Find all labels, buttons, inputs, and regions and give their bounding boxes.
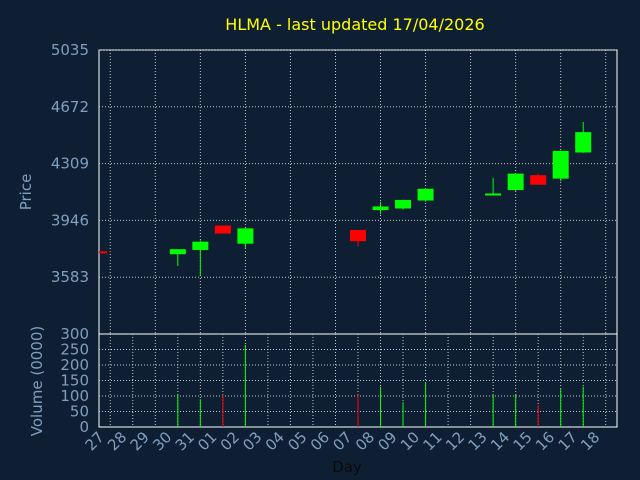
candle-09 [395,199,412,210]
candle-15 [530,173,547,185]
candle-body [395,199,412,209]
candle-body [485,193,502,196]
candles [99,121,592,277]
price-y-tick-label: 4309 [51,155,89,173]
candle-body [372,206,389,211]
volume-y-tick-label: 50 [70,403,89,421]
candle-08 [372,201,389,215]
price-axis-title: Price [17,174,35,211]
volume-y-tick-label: 200 [60,356,89,374]
price-y-tick-label: 4672 [51,98,89,116]
price-panel: 5035 4672 4309 3946 3583 Price [17,41,618,335]
candle-10 [417,188,434,202]
candle-body [575,132,592,153]
candle-30 [169,249,186,266]
candle-body [169,249,186,255]
candle-body [552,150,569,179]
volume-y-tick-label: 100 [60,387,89,405]
price-y-tick-label: 3946 [51,211,89,229]
x-axis-ticks: 2728293031010203040506070809101112131415… [82,428,604,454]
candle-body [350,229,366,242]
candle-16 [552,150,569,182]
volume-y-tick-label: 300 [60,325,89,343]
candle-07 [350,229,366,247]
candle-13 [485,177,502,196]
candle-body [417,188,434,201]
candle-body [237,228,254,244]
candle-body [507,173,524,191]
price-grid [99,49,617,334]
candle-27 [99,251,111,254]
candle-02 [237,228,254,249]
candle-body [530,175,547,185]
price-y-ticks: 5035 4672 4309 3946 3583 [51,41,89,286]
volume-y-tick-label: 150 [60,372,89,390]
price-y-tick-label: 5035 [51,41,89,59]
candle-body [99,251,107,254]
volume-y-tick-label: 0 [79,418,89,436]
chart-title: HLMA - last updated 17/04/2026 [225,15,484,34]
candle-14 [507,173,524,191]
candle-31 [192,240,209,277]
volume-bars [177,344,584,427]
price-y-tick-label: 3583 [51,268,89,286]
candle-body [192,241,209,250]
candle-01 [214,225,231,234]
x-axis-title: Day [332,458,362,476]
volume-y-tick-label: 250 [60,341,89,359]
candle-17 [575,121,592,153]
candle-body [214,225,231,234]
volume-axis-title: Volume (0000) [28,326,46,436]
